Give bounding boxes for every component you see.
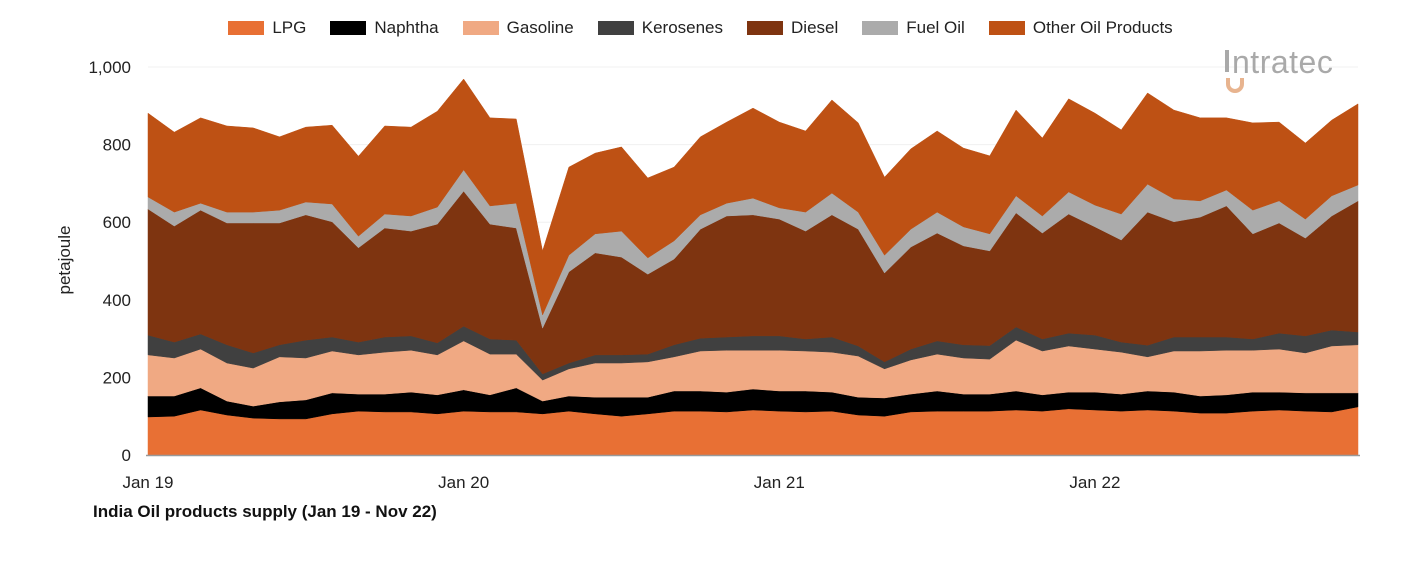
legend-swatch <box>597 21 634 35</box>
y-tick-label: 1,000 <box>88 58 131 77</box>
x-tick-label: Jan 21 <box>754 473 805 492</box>
legend-swatch <box>330 21 367 35</box>
legend-item: Gasoline <box>462 18 574 38</box>
legend-label: Fuel Oil <box>906 18 965 37</box>
logo-mark-icon <box>1225 50 1244 93</box>
legend-item: Naphtha <box>330 18 439 38</box>
legend-item: Kerosenes <box>597 18 724 38</box>
y-tick-label: 200 <box>103 368 131 387</box>
legend-item: Other Oil Products <box>988 18 1173 38</box>
x-tick-label: Jan 19 <box>122 473 173 492</box>
legend-swatch <box>747 21 784 35</box>
x-tick-label: Jan 20 <box>438 473 489 492</box>
legend-label: Other Oil Products <box>1032 18 1173 37</box>
y-tick-label: 400 <box>103 291 131 310</box>
logo-text: ntratec <box>1232 44 1334 80</box>
legend-item: Diesel <box>747 18 838 38</box>
area-other-oil-products <box>147 78 1359 316</box>
x-tick-label: Jan 22 <box>1069 473 1120 492</box>
y-tick-label: 800 <box>103 136 131 155</box>
legend-swatch <box>862 21 899 35</box>
legend-label: Naphtha <box>374 18 439 37</box>
legend-swatch <box>462 21 499 35</box>
legend-item: LPG <box>228 18 306 38</box>
legend-label: LPG <box>272 18 307 37</box>
legend-swatch <box>988 21 1025 35</box>
legend-label: Diesel <box>791 18 839 37</box>
legend-item: Fuel Oil <box>862 18 965 38</box>
series-areas <box>147 78 1359 456</box>
intratec-logo: ntratec <box>1222 44 1372 96</box>
legend-swatch <box>228 21 265 35</box>
x-axis-ticks: Jan 19 Jan 20 Jan 21 Jan 22 <box>122 473 1120 492</box>
chart-title: India Oil products supply (Jan 19 - Nov … <box>93 502 437 521</box>
y-tick-label: 600 <box>103 213 131 232</box>
legend-label: Kerosenes <box>641 18 724 37</box>
legend-label: Gasoline <box>506 18 574 37</box>
y-tick-label: 0 <box>122 446 131 465</box>
chart-legend: LPG Naphtha Gasoline Kerosenes Diesel Fuel Oi… <box>0 18 1401 38</box>
y-axis-ticks: 0 200 400 600 800 1,000 <box>88 58 131 465</box>
y-axis-label: petajoule <box>55 225 74 295</box>
